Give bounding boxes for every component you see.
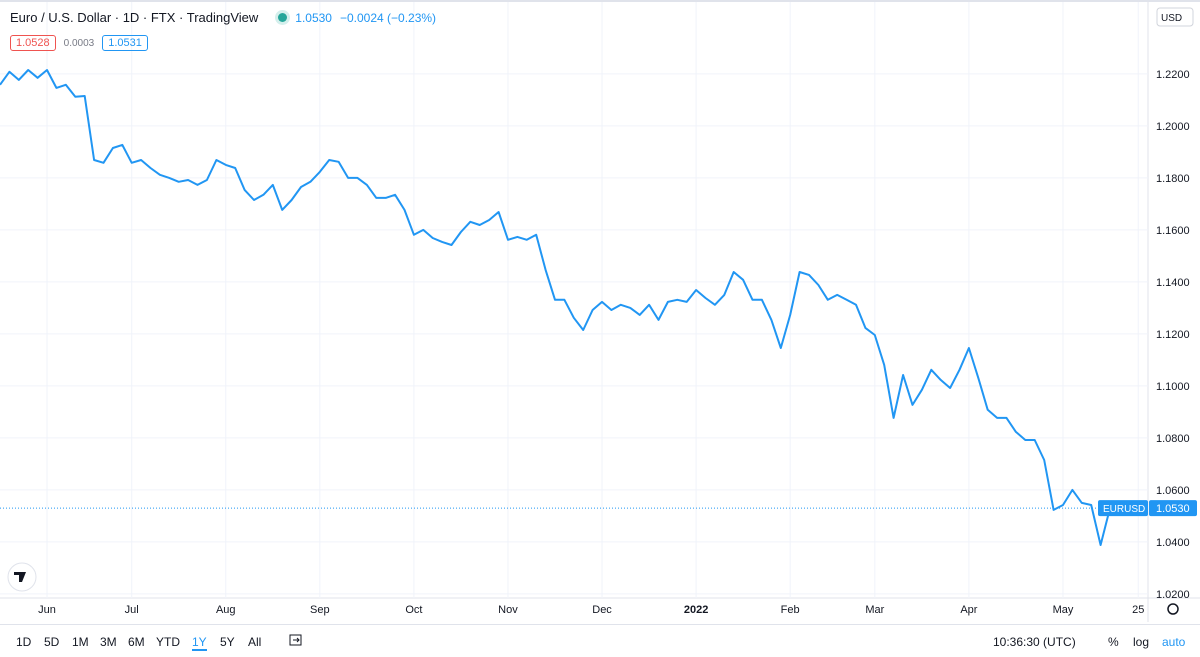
settings-icon[interactable] <box>1167 603 1179 615</box>
percent-toggle[interactable]: % <box>1108 635 1119 649</box>
y-tick-label: 1.0200 <box>1156 589 1190 601</box>
range-button[interactable]: 5D <box>44 635 60 649</box>
x-tick-label: Feb <box>781 604 800 616</box>
quote-boxes: 1.0528 0.0003 1.0531 <box>10 35 148 51</box>
price-change: −0.0024 (−0.23%) <box>339 10 437 25</box>
range-button[interactable]: All <box>248 635 262 649</box>
spread: 0.0003 <box>63 37 95 49</box>
top-border <box>0 0 1200 2</box>
currency-label[interactable]: USD <box>1161 13 1182 24</box>
goto-date-icon[interactable] <box>288 632 304 651</box>
price-tag <box>1149 500 1197 517</box>
x-tick-label: Dec <box>592 604 612 616</box>
y-tick-label: 1.0400 <box>1156 537 1190 549</box>
y-tick-label: 1.2200 <box>1156 69 1190 81</box>
range-button[interactable]: 1D <box>16 635 32 649</box>
y-tick-label: 1.1800 <box>1156 173 1190 185</box>
y-tick-label: 1.1400 <box>1156 277 1190 289</box>
x-tick-label: 25 <box>1132 604 1144 616</box>
range-button[interactable]: 5Y <box>220 635 235 649</box>
y-tick-label: 1.2000 <box>1156 121 1190 133</box>
x-tick-label: May <box>1053 604 1074 616</box>
legend-header: Euro / U.S. Dollar · 1D · FTX · TradingV… <box>10 10 436 25</box>
y-tick-label: 1.1200 <box>1156 329 1190 341</box>
y-tick-label: 1.1600 <box>1156 225 1190 237</box>
bottom-toolbar: 1D 5D 1M 3M 6M YTD 1Y 5Y All 10:36:30 (UTC) % lo… <box>0 624 1200 657</box>
bid[interactable]: 1.0528 <box>10 35 56 51</box>
x-tick-label: Nov <box>498 604 518 616</box>
x-tick-label: Jun <box>38 604 56 616</box>
range-button[interactable]: 1M <box>72 635 89 649</box>
symbol-tag <box>1098 500 1148 517</box>
logo <box>7 562 37 592</box>
grid <box>0 2 1148 598</box>
marks <box>0 69 1148 546</box>
auto-toggle[interactable]: auto <box>1162 635 1186 649</box>
x-tick-label: Sep <box>310 604 330 616</box>
range-button[interactable]: 6M <box>128 635 145 649</box>
market-status <box>278 13 288 22</box>
range-button[interactable]: YTD <box>156 635 180 649</box>
x-tick-label: Apr <box>960 604 977 616</box>
x-tick-label: Mar <box>865 604 884 616</box>
ask[interactable]: 1.0531 <box>102 35 148 51</box>
last-price: 1.0530 <box>295 10 332 25</box>
symbol-tag-label: EURUSD <box>1103 504 1145 515</box>
range-button[interactable]: 1Y <box>192 635 207 651</box>
currency-button[interactable] <box>1156 7 1194 27</box>
price-tag-label: 1.0530 <box>1156 503 1190 515</box>
range-button[interactable]: 3M <box>100 635 117 649</box>
x-tick-label: Aug <box>216 604 236 616</box>
log-toggle[interactable]: log <box>1133 635 1150 649</box>
x-tick-label: 2022 <box>684 604 708 616</box>
calendar-icon[interactable] <box>288 632 304 648</box>
x-tick-label: Oct <box>405 604 422 616</box>
y-tick-label: 1.0800 <box>1156 433 1190 445</box>
chart: USD 1.0200 1.0400 1.0600 1.0800 1.1000 1.1200… <box>0 0 1200 622</box>
price-line <box>0 69 1111 546</box>
x-tick-label: Jul <box>125 604 139 616</box>
y-tick-label: 1.0600 <box>1156 485 1190 497</box>
symbol-title: Euro / U.S. Dollar · 1D · FTX · TradingV… <box>10 10 259 25</box>
y-tick-label: 1.1000 <box>1156 381 1190 393</box>
clock[interactable]: 10:36:30 (UTC) <box>993 635 1076 649</box>
